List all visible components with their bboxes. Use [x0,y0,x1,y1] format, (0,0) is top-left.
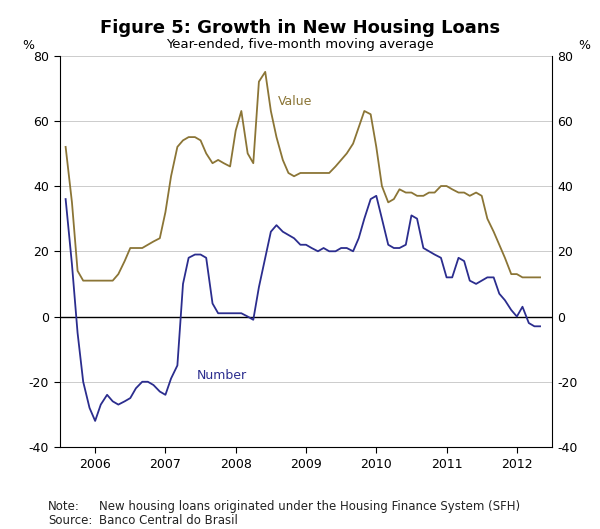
Text: %: % [578,39,590,52]
Text: %: % [22,39,34,52]
Text: Number: Number [197,369,247,382]
Text: New housing loans originated under the Housing Finance System (SFH): New housing loans originated under the H… [99,500,520,513]
Text: Year-ended, five-month moving average: Year-ended, five-month moving average [166,38,434,51]
Text: Note:: Note: [48,500,80,513]
Text: Banco Central do Brasil: Banco Central do Brasil [99,514,238,527]
Text: Figure 5: Growth in New Housing Loans: Figure 5: Growth in New Housing Loans [100,19,500,37]
Text: Source:: Source: [48,514,92,527]
Text: Value: Value [278,95,312,108]
